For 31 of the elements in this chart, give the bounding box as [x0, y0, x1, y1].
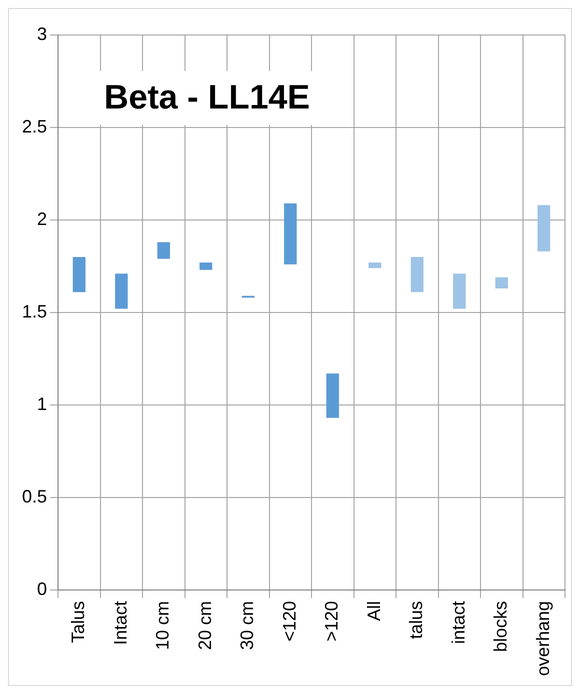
x-tick-label: talus [406, 600, 426, 639]
bar [495, 277, 508, 288]
bar [410, 256, 424, 292]
bar [72, 256, 86, 292]
y-tick-label: 2 [37, 208, 48, 229]
bar [284, 203, 297, 264]
x-tick-label: 20 cm [194, 600, 215, 650]
y-tick-label: 2.5 [22, 116, 48, 136]
text: Beta - LL14E [104, 78, 310, 116]
x-tick-label: Talus [68, 600, 88, 643]
bar [200, 262, 212, 270]
bar [157, 242, 170, 259]
x-tick-label: 10 cm [152, 600, 173, 650]
x-tick-label: <120 [279, 600, 300, 642]
bar [368, 262, 382, 268]
x-tick-label: overhang [532, 600, 553, 676]
y-tick-label: 1 [37, 394, 48, 414]
bar [115, 274, 128, 309]
x-tick-label: Intact [110, 600, 130, 645]
x-tick-label: intact [448, 600, 468, 644]
bar [326, 374, 339, 418]
bar [453, 274, 466, 309]
x-tick-label: >120 [322, 600, 342, 642]
x-tick-label: blocks [490, 600, 511, 652]
x-tick-label: 30 cm [237, 600, 258, 650]
y-tick-label: 1.5 [22, 301, 48, 322]
y-tick-label: 3 [37, 24, 48, 44]
y-tick-label: 0 [37, 578, 48, 599]
x-tick-label: All [364, 600, 384, 621]
bar [538, 205, 550, 252]
y-tick-label: 0.5 [22, 486, 48, 506]
